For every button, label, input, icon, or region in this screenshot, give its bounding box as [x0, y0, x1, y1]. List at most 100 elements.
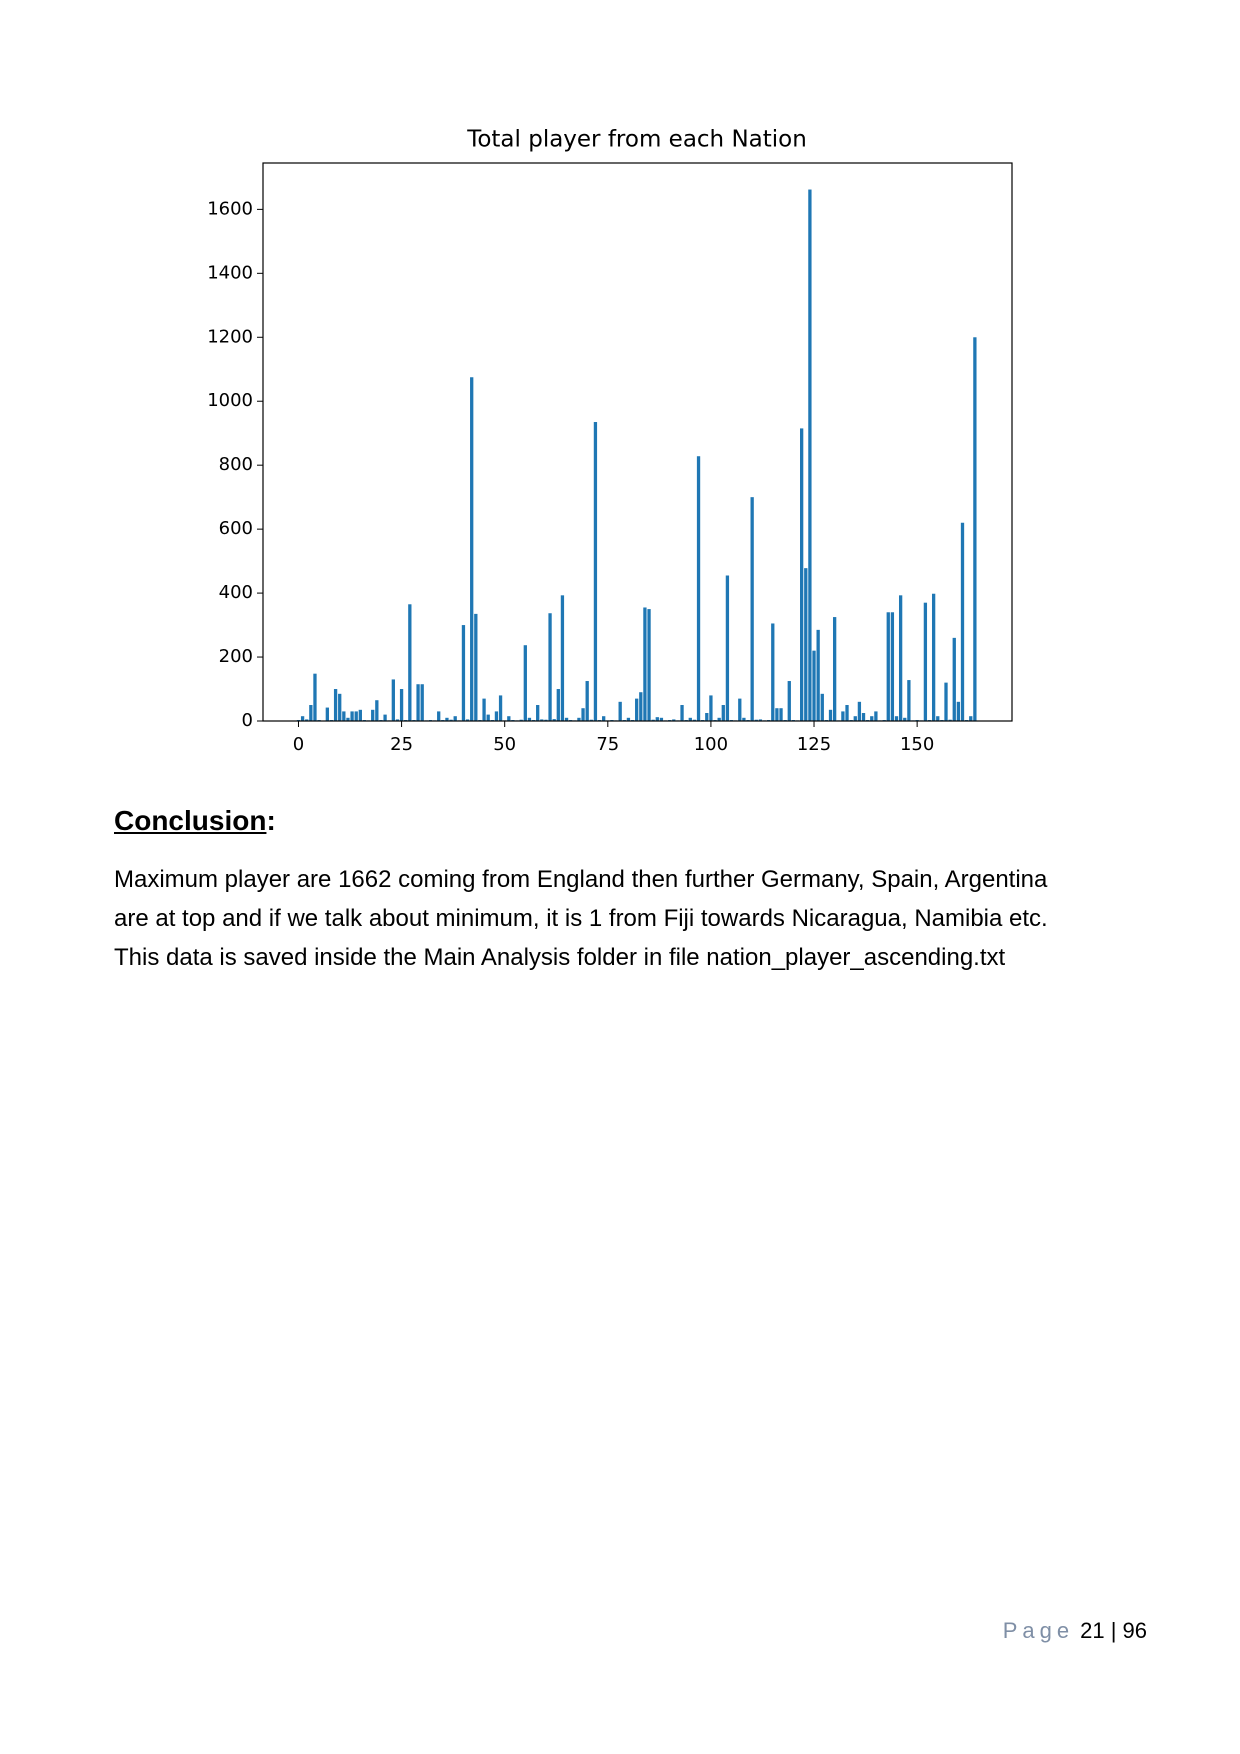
bar — [960, 522, 965, 721]
bar — [342, 711, 346, 721]
bar — [375, 700, 379, 721]
bar — [890, 612, 895, 721]
bar — [395, 719, 400, 721]
y-tick-label: 1600 — [207, 198, 253, 219]
bar — [482, 698, 486, 721]
bar — [647, 609, 651, 721]
paragraph-line: Maximum player are 1662 coming from Engl… — [114, 866, 1048, 893]
bar — [861, 713, 866, 721]
y-tick-label: 800 — [219, 454, 253, 475]
bar — [300, 716, 305, 721]
bar — [540, 719, 544, 721]
bar — [560, 595, 565, 721]
y-tick-label: 400 — [219, 582, 253, 603]
bar — [305, 719, 309, 721]
bar — [527, 717, 532, 721]
bar — [709, 695, 713, 721]
bar — [886, 612, 890, 721]
footer: Page 21 | 96 — [1003, 1618, 1147, 1644]
bar — [779, 708, 783, 721]
bar — [651, 719, 655, 721]
bar — [358, 709, 362, 721]
bar — [845, 705, 849, 721]
bar — [808, 189, 812, 722]
x-tick-label: 150 — [900, 734, 934, 755]
bar — [800, 428, 804, 721]
bar — [589, 719, 593, 721]
bar — [738, 698, 742, 721]
y-tick-label: 0 — [242, 710, 253, 731]
bar — [655, 717, 659, 721]
bar — [643, 607, 647, 721]
bar — [437, 711, 441, 721]
bar — [898, 595, 903, 721]
bar — [907, 680, 911, 721]
chart-title: Total player from each Nation — [466, 127, 807, 153]
paragraph-line: This data is saved inside the Main Analy… — [114, 944, 1006, 971]
y-tick-label: 1000 — [207, 390, 253, 411]
bar — [626, 717, 631, 721]
bar — [602, 716, 606, 721]
bar — [754, 719, 758, 721]
x-tick-label: 50 — [493, 734, 516, 755]
bar — [461, 625, 466, 721]
bar — [894, 716, 899, 721]
y-tick-label: 1400 — [207, 262, 253, 283]
bar — [787, 681, 791, 721]
chart: Total player from each Nation 0 200 400 600… — [207, 127, 1013, 755]
page-number: 21 | 96 — [1080, 1618, 1147, 1643]
bar — [725, 575, 730, 721]
bar — [519, 719, 523, 721]
bar — [408, 604, 412, 721]
bar — [721, 705, 725, 721]
bar — [936, 716, 940, 721]
bar — [383, 714, 387, 721]
x-tick-label: 0 — [293, 734, 304, 755]
bar — [832, 617, 837, 721]
bar — [816, 629, 820, 721]
bar — [828, 709, 833, 721]
bar — [581, 708, 585, 721]
bar — [804, 568, 808, 721]
x-tick-label: 125 — [797, 734, 831, 755]
plot-frame — [262, 162, 1013, 722]
bar — [750, 497, 754, 721]
bar — [445, 717, 449, 721]
bar — [494, 711, 499, 721]
bar — [325, 707, 329, 721]
bar — [544, 719, 548, 721]
bar — [470, 377, 474, 721]
bar — [556, 689, 560, 721]
bar — [577, 717, 581, 721]
bar — [812, 650, 816, 721]
bar — [696, 456, 701, 721]
page-label: Page — [1002, 1618, 1075, 1643]
bar — [371, 709, 375, 721]
bar — [333, 689, 338, 721]
bar — [416, 684, 420, 721]
bar — [593, 422, 598, 721]
paragraph-line: are at top and if we talk about minimum,… — [114, 905, 1048, 932]
bar — [659, 717, 664, 721]
bar — [354, 711, 358, 721]
bar — [820, 693, 824, 721]
bar — [771, 623, 775, 721]
bar — [742, 717, 746, 721]
bar — [870, 716, 874, 721]
bar — [449, 719, 453, 721]
bar — [680, 705, 684, 721]
bar — [523, 645, 527, 721]
bar — [391, 679, 395, 721]
bar — [338, 693, 342, 721]
bar — [548, 613, 552, 721]
y-tick-label: 1200 — [207, 326, 253, 347]
bar — [956, 701, 961, 721]
bar — [498, 695, 503, 721]
heading-colon: : — [266, 805, 276, 836]
bar — [465, 719, 470, 721]
bar — [688, 717, 692, 721]
bar — [635, 698, 639, 721]
bar — [564, 717, 569, 721]
bar — [585, 681, 589, 721]
